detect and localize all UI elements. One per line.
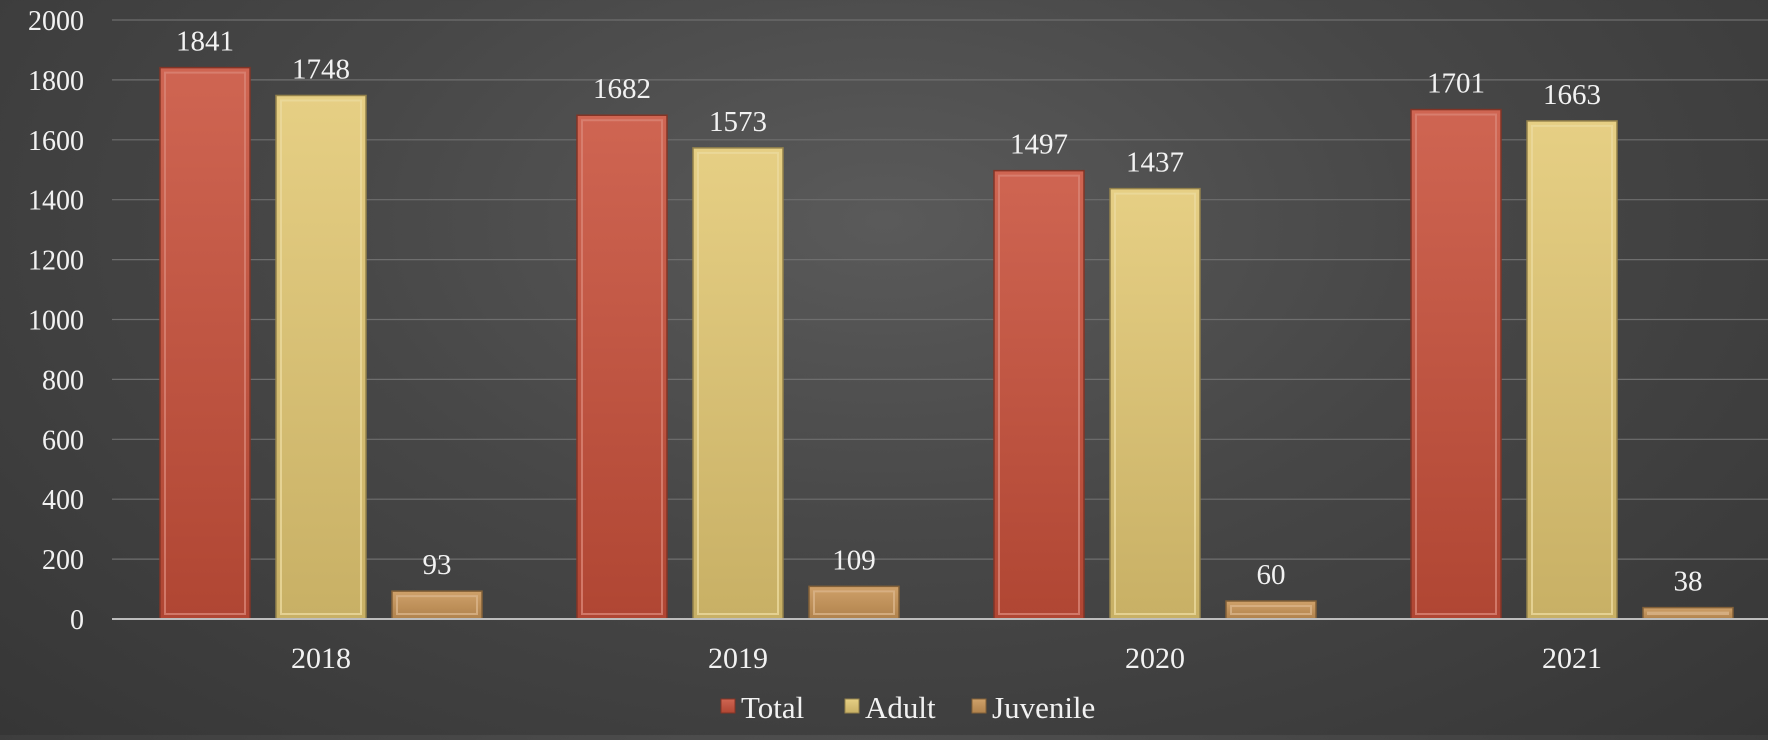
bar-adult-2020 — [1109, 187, 1201, 620]
data-label: 1682 — [593, 73, 651, 105]
data-label: 1573 — [709, 106, 767, 138]
data-label: 1437 — [1126, 147, 1184, 179]
bar-adult-2019 — [692, 147, 784, 620]
bar-juvenile-2020 — [1225, 600, 1317, 620]
bar-bevel — [280, 99, 362, 615]
y-tick-label: 1200 — [28, 246, 84, 277]
y-tick-label: 400 — [42, 485, 84, 516]
y-tick-label: 600 — [42, 425, 84, 456]
legend: Total Adult Juvenile — [720, 690, 1095, 725]
legend-label-adult: Adult — [865, 690, 936, 725]
bar-bevel — [1647, 611, 1729, 616]
data-label: 38 — [1674, 566, 1703, 598]
data-label: 109 — [832, 544, 876, 576]
bar-adult-2021 — [1526, 120, 1618, 620]
bar-total-2019 — [576, 114, 668, 620]
y-tick-label: 1000 — [28, 306, 84, 337]
bar-bevel — [998, 174, 1080, 615]
legend-label-total: Total — [741, 690, 804, 725]
legend-label-juvenile: Juvenile — [992, 690, 1095, 725]
legend-swatch-adult — [844, 698, 860, 714]
bar-bevel — [1114, 192, 1196, 615]
x-tick-label: 2021 — [1542, 642, 1602, 675]
bar-total-2020 — [993, 169, 1085, 620]
bars — [159, 66, 1734, 620]
x-tick-label: 2018 — [291, 642, 351, 675]
data-label: 60 — [1257, 559, 1286, 591]
bar-bevel — [396, 595, 478, 615]
bar-bevel — [697, 151, 779, 615]
bar-bevel — [581, 119, 663, 615]
y-tick-label: 1600 — [28, 126, 84, 157]
y-tick-label: 800 — [42, 365, 84, 396]
data-label: 93 — [423, 549, 452, 581]
bar-total-2018 — [159, 66, 251, 620]
y-tick-label: 1800 — [28, 66, 84, 97]
legend-swatch-juvenile — [971, 698, 987, 714]
x-tick-label: 2019 — [708, 642, 768, 675]
bar-total-2021 — [1410, 108, 1502, 620]
bar-bevel — [813, 590, 895, 615]
gridlines — [112, 19, 1768, 560]
bar-bevel — [164, 71, 246, 616]
x-axis: 2018 2019 2020 2021 — [112, 618, 1768, 675]
legend-swatch-total — [720, 698, 736, 714]
bar-bevel — [1415, 113, 1497, 615]
data-labels: 1841 1748 93 1682 1573 109 1497 1437 60 1701 1663 3… — [176, 26, 1703, 598]
bar-adult-2018 — [275, 94, 367, 620]
data-label: 1701 — [1427, 68, 1485, 100]
data-label: 1663 — [1543, 79, 1601, 111]
data-label: 1497 — [1010, 129, 1068, 161]
y-tick-label: 0 — [70, 605, 84, 636]
y-tick-label: 200 — [42, 545, 84, 576]
bar-bevel — [1230, 605, 1312, 616]
y-axis-tick-labels: 0 200 400 600 800 1000 1200 1400 1600 1800 2000 — [28, 6, 84, 636]
data-label: 1841 — [176, 26, 234, 58]
x-tick-label: 2020 — [1125, 642, 1185, 675]
bar-bevel — [1531, 124, 1613, 616]
y-tick-label: 2000 — [28, 6, 84, 37]
y-tick-label: 1400 — [28, 186, 84, 217]
data-label: 1748 — [292, 53, 350, 85]
